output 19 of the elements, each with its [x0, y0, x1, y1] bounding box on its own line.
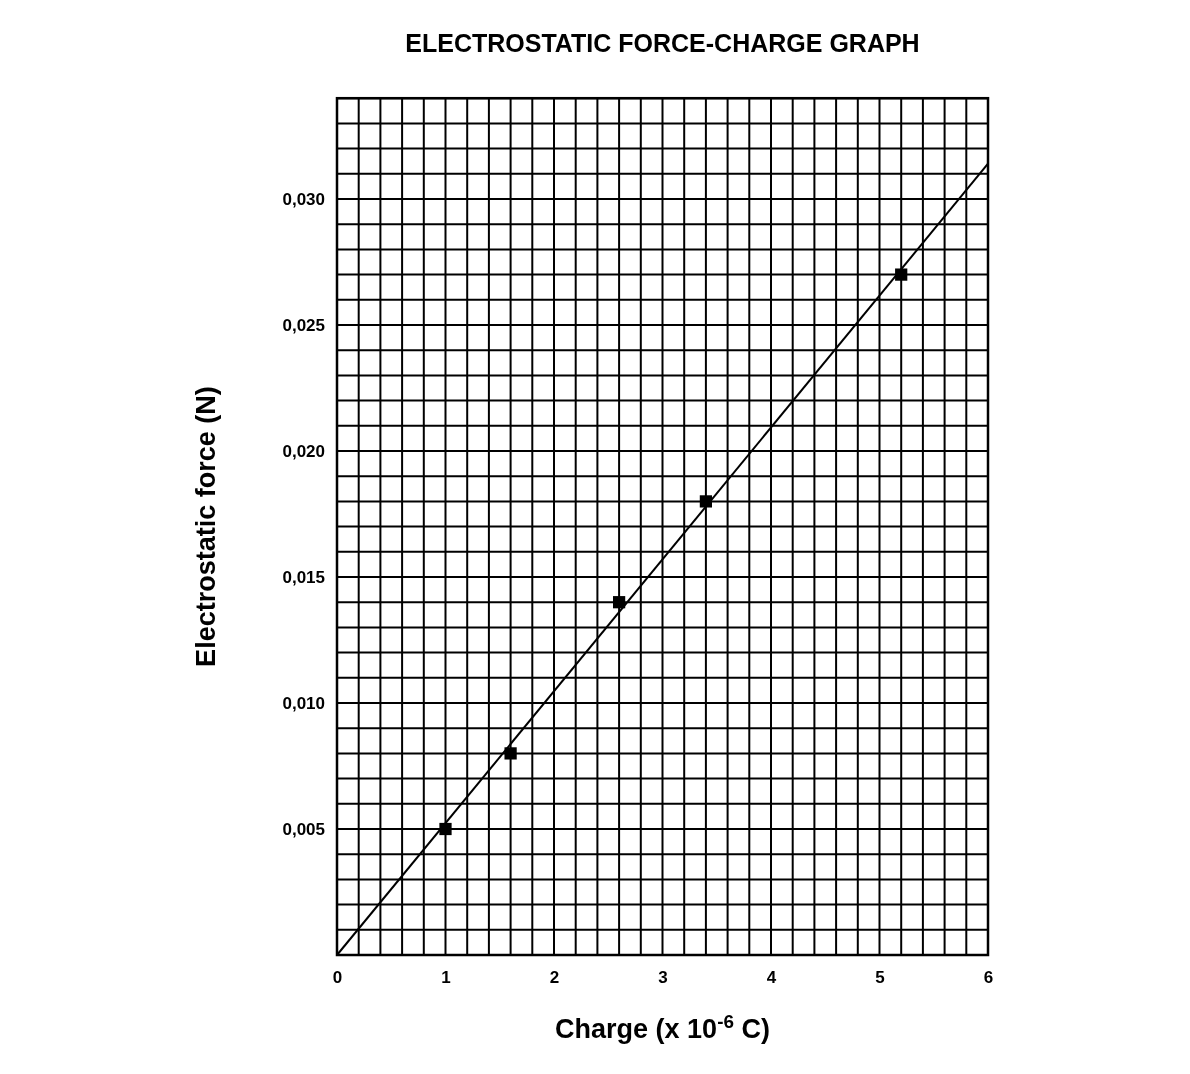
- x-axis-title: Charge (x 10$^{-6}$ C): [555, 1010, 770, 1044]
- x-tick-label: 2: [549, 968, 560, 988]
- point: [439, 822, 452, 836]
- y-tick-label: 0,015: [282, 567, 325, 587]
- x-tick-label: 1: [441, 968, 451, 988]
- x-tick-label: 4: [766, 968, 777, 988]
- x-tick-label: 3: [658, 968, 668, 988]
- y-tick-label: 0,010: [282, 693, 325, 713]
- y-axis-title: Electrostatic force (N): [191, 386, 221, 667]
- y-tick-label: 0,030: [282, 189, 325, 209]
- y-tick-label: 0,005: [282, 819, 325, 839]
- y-tick-label: 0,025: [282, 315, 325, 335]
- x-tick-label: 5: [875, 968, 885, 988]
- y-tick-label: 0,020: [282, 441, 325, 461]
- point: [504, 747, 517, 760]
- x-tick-label: 0: [332, 968, 343, 988]
- x-tick-label: 6: [983, 968, 994, 988]
- chart-title: ELECTROSTATIC FORCE-CHARGE GRAPH: [405, 29, 920, 57]
- point: [612, 596, 626, 609]
